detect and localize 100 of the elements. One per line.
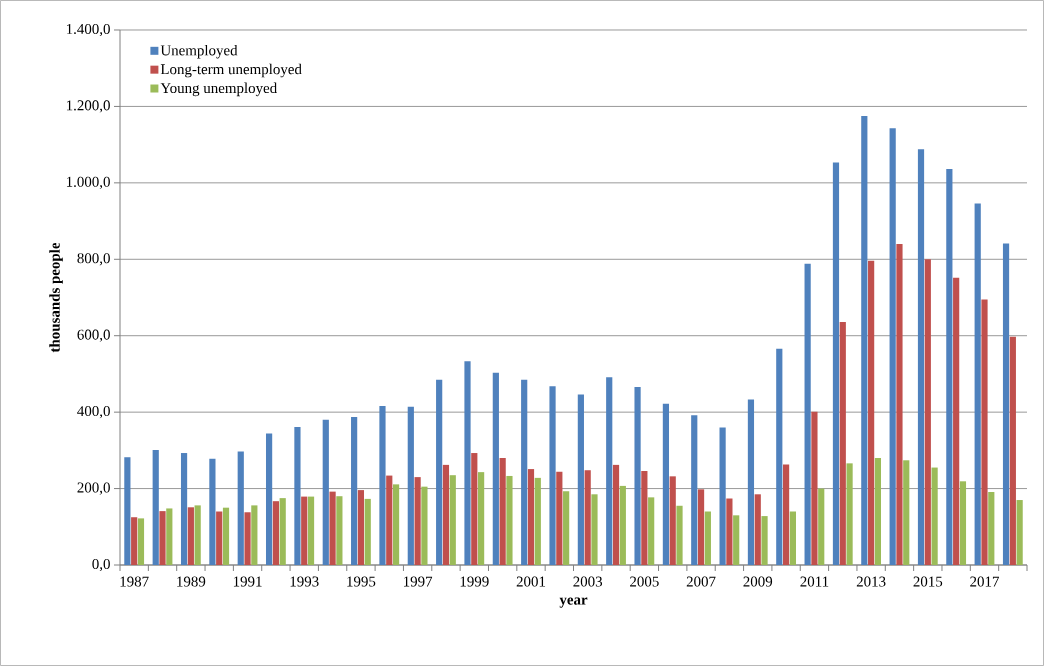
bar [294,427,301,565]
bar [988,492,995,565]
bar [414,477,421,565]
bar [237,451,244,565]
bar [351,417,358,565]
bar [392,484,400,565]
x-tick-label: 1991 [233,576,262,587]
bar [549,386,556,565]
x-tick-label: 1993 [290,576,319,587]
bar [336,496,343,565]
bar [307,496,315,565]
bar [272,501,279,565]
bar [1016,500,1023,565]
bar [669,476,676,565]
bar [180,453,188,565]
bar [754,494,761,565]
bar [903,460,910,565]
bar [357,490,365,565]
bar [953,277,960,565]
bar [364,498,371,565]
bar [917,149,925,565]
bar [436,379,443,565]
bar [704,511,711,565]
y-tick-label: 400,0 [77,406,110,419]
bar [152,449,159,565]
bar [329,491,336,565]
x-tick-label: 2009 [743,576,773,587]
bar [676,505,683,565]
bar [194,505,201,565]
bar [719,427,726,565]
bar [265,433,273,565]
bar [606,377,613,565]
bar [379,406,386,565]
x-tick-label: 1987 [120,576,149,587]
bar [499,458,506,565]
bar [818,488,825,565]
bar [407,406,414,565]
bar [124,457,131,565]
x-tick-label: 2003 [573,576,603,587]
x-tick-label: 1997 [403,576,433,587]
bar [131,517,138,565]
bar [896,244,903,565]
bar [959,481,967,565]
bar [222,507,230,565]
bar [449,475,456,565]
bar [981,299,988,565]
x-tick-label: 1999 [460,576,489,587]
bar [889,128,896,565]
bar [137,518,145,565]
y-tick-label: 1.400,0 [66,23,110,37]
bar [506,475,513,565]
bar [662,403,670,565]
bar [534,477,541,565]
bar [733,515,740,565]
bar [187,507,194,565]
bar [839,321,846,565]
bar [726,498,733,565]
legend-label: Unemployed [160,44,238,59]
x-axis-title: year [559,597,588,608]
bar [868,260,875,565]
bar [761,516,768,565]
bar [924,259,931,565]
bar [612,464,620,565]
bar [478,472,485,565]
bar [563,491,570,565]
bar [209,458,216,565]
y-tick-label: 800,0 [77,253,110,266]
x-tick-label: 1989 [177,576,206,587]
y-tick-label: 600,0 [77,329,110,342]
bar [782,464,790,565]
x-tick-label: 2017 [970,576,999,587]
bar [279,498,286,565]
x-tick-label: 2013 [856,576,886,587]
bar [591,494,598,565]
legend-label: Long-term unemployed [160,63,302,78]
bar [691,415,698,565]
x-tick-label: 2007 [686,576,716,587]
bar [648,497,655,565]
bar [634,386,641,565]
bar [776,348,783,565]
bar [747,399,755,565]
bar [251,505,258,565]
y-tick-label: 1.200,0 [66,100,110,113]
bar [421,486,428,565]
y-axis-title: thousands people [49,242,63,353]
bar [619,485,626,565]
x-tick-label: 2001 [516,576,546,587]
bar [1002,243,1010,565]
bar [789,511,796,565]
bar [874,458,882,565]
bar [946,169,953,565]
bar [811,411,818,565]
bar [641,470,648,565]
bar [159,511,166,565]
bar [556,471,563,565]
bar [974,203,981,565]
bar [697,489,705,565]
y-tick-label: 200,0 [77,482,110,495]
bar [492,372,499,565]
bar [584,470,591,565]
